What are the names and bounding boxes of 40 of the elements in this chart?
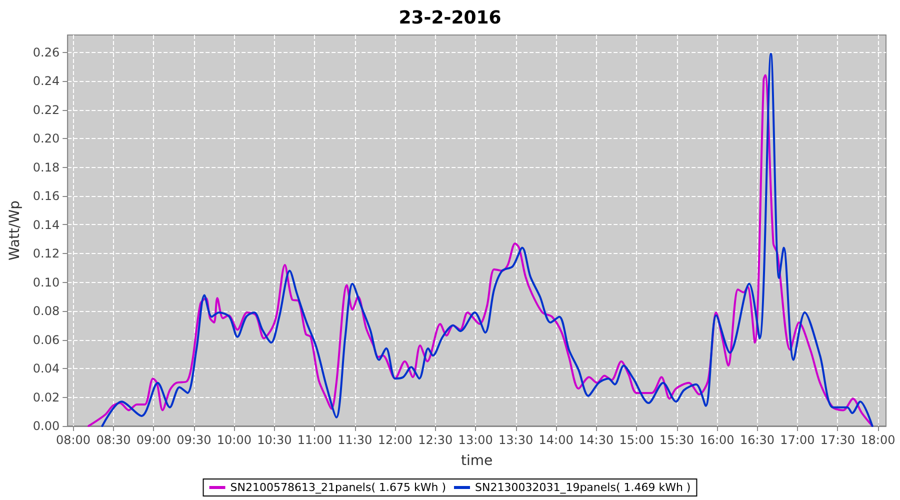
y-tick-label: 0.00: [32, 419, 60, 433]
y-tick-label: 0.06: [32, 332, 60, 347]
x-tick-label: 08:30: [96, 433, 131, 447]
x-tick-label: 10:30: [257, 433, 292, 447]
y-tick-label: 0.24: [32, 74, 60, 88]
x-tick-label: 09:30: [176, 433, 212, 447]
y-tick-label: 0.04: [32, 362, 60, 376]
y-tick-label: 0.22: [32, 102, 60, 117]
x-tick-label: 13:00: [458, 433, 493, 447]
y-tick-label: 0.12: [32, 246, 60, 260]
x-tick-label: 11:00: [297, 433, 332, 447]
x-tick-label: 18:00: [860, 433, 896, 447]
x-tick-label: 14:00: [538, 433, 574, 447]
x-axis-title: time: [460, 453, 493, 469]
x-tick-label: 09:00: [136, 433, 172, 447]
x-tick-label: 11:30: [338, 433, 372, 447]
x-tick-label: 13:30: [498, 433, 534, 447]
x-tick-label: 12:00: [378, 433, 412, 447]
y-tick-label: 0.16: [32, 189, 60, 203]
y-tick-label: 0.10: [32, 275, 60, 290]
legend-label: SN2100578613_21panels( 1.675 kWh ): [230, 481, 446, 494]
x-tick-label: 12:30: [418, 433, 453, 447]
x-tick-label: 15:00: [619, 433, 654, 447]
y-tick-label: 0.18: [32, 160, 60, 174]
x-tick-label: 17:30: [820, 433, 856, 447]
x-tick-label: 16:30: [740, 433, 775, 447]
x-tick-label: 15:30: [659, 433, 694, 447]
y-tick-label: 0.14: [32, 218, 60, 232]
y-tick-label: 0.02: [32, 390, 60, 404]
chart-title: 23-2-2016: [398, 8, 502, 28]
x-tick-label: 16:00: [700, 433, 734, 447]
x-tick-label: 17:00: [780, 433, 815, 447]
y-axis-title: Watt/Wp: [7, 200, 23, 260]
x-tick-label: 10:00: [216, 433, 252, 447]
x-tick-label: 14:30: [579, 433, 614, 447]
y-tick-label: 0.08: [32, 304, 60, 318]
y-tick-label: 0.26: [32, 45, 60, 60]
x-tick-label: 08:00: [56, 433, 91, 447]
legend-label: SN2130032031_19panels( 1.469 kWh ): [475, 481, 691, 494]
y-tick-label: 0.20: [32, 132, 60, 146]
